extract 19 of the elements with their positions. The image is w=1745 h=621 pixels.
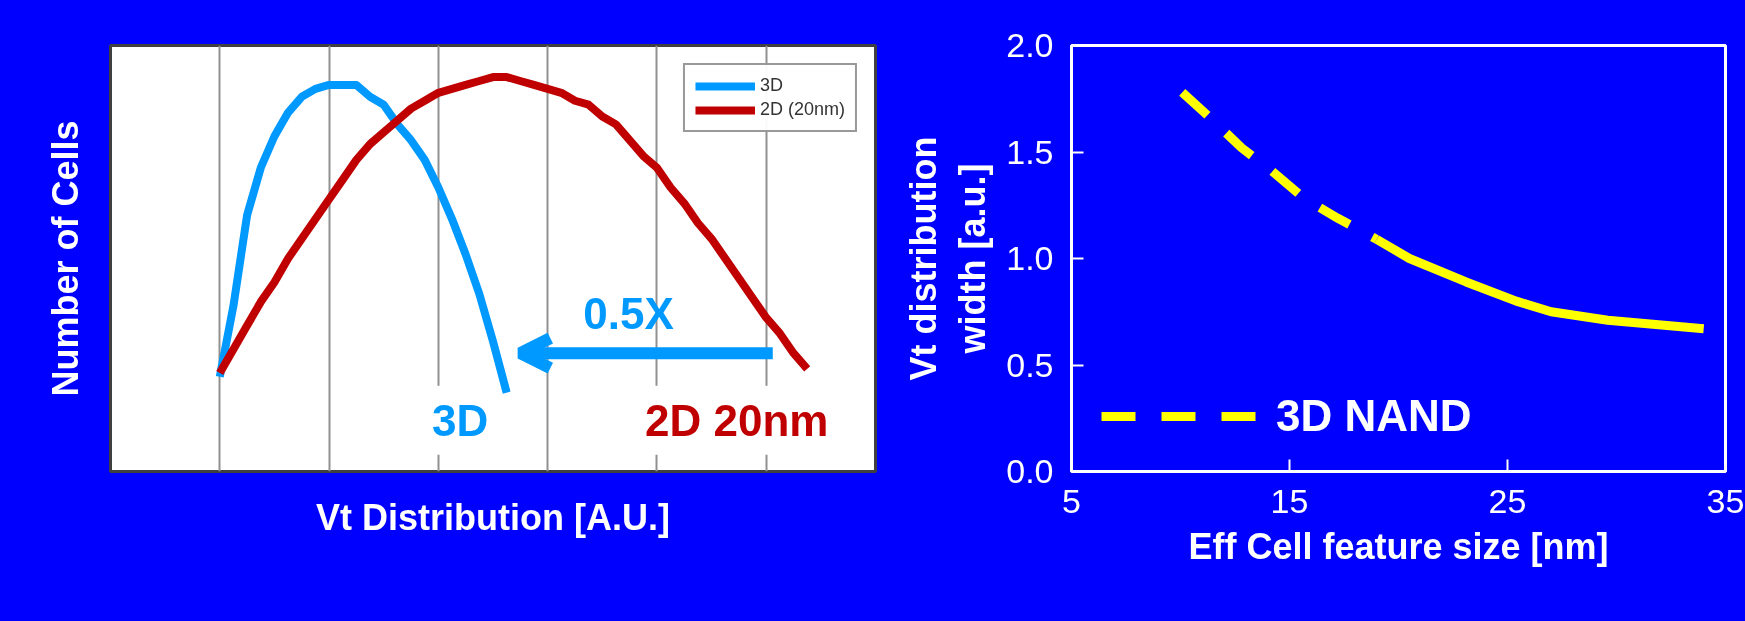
legend-label: 3D NAND bbox=[1276, 391, 1472, 441]
y-tick-label: 1.0 bbox=[1006, 239, 1054, 277]
y-axis-title: Number of Cells bbox=[44, 120, 86, 397]
annotation: 0.5X bbox=[583, 289, 674, 339]
x-axis-title: Vt Distribution [A.U.] bbox=[316, 496, 670, 538]
annotation: 3D bbox=[432, 395, 489, 445]
x-axis-title: Eff Cell feature size [nm] bbox=[1188, 525, 1609, 567]
x-tick-label: 5 bbox=[1062, 481, 1081, 520]
y-tick-label: 0.0 bbox=[1006, 452, 1054, 490]
legend-label: 3D bbox=[759, 75, 783, 96]
legend-label: 2D (20nm) bbox=[759, 99, 845, 120]
x-tick-label: 35 bbox=[1706, 481, 1745, 520]
x-tick-label: 25 bbox=[1488, 481, 1527, 520]
annotation: 2D 20nm bbox=[645, 395, 829, 445]
x-tick-label: 15 bbox=[1270, 481, 1309, 520]
y-tick-label: 2.0 bbox=[1006, 26, 1054, 64]
y-axis-title: Vt distribution width [a.u.] bbox=[903, 136, 994, 381]
y-tick-label: 0.5 bbox=[1006, 345, 1054, 384]
y-tick-label: 1.5 bbox=[1006, 132, 1054, 171]
